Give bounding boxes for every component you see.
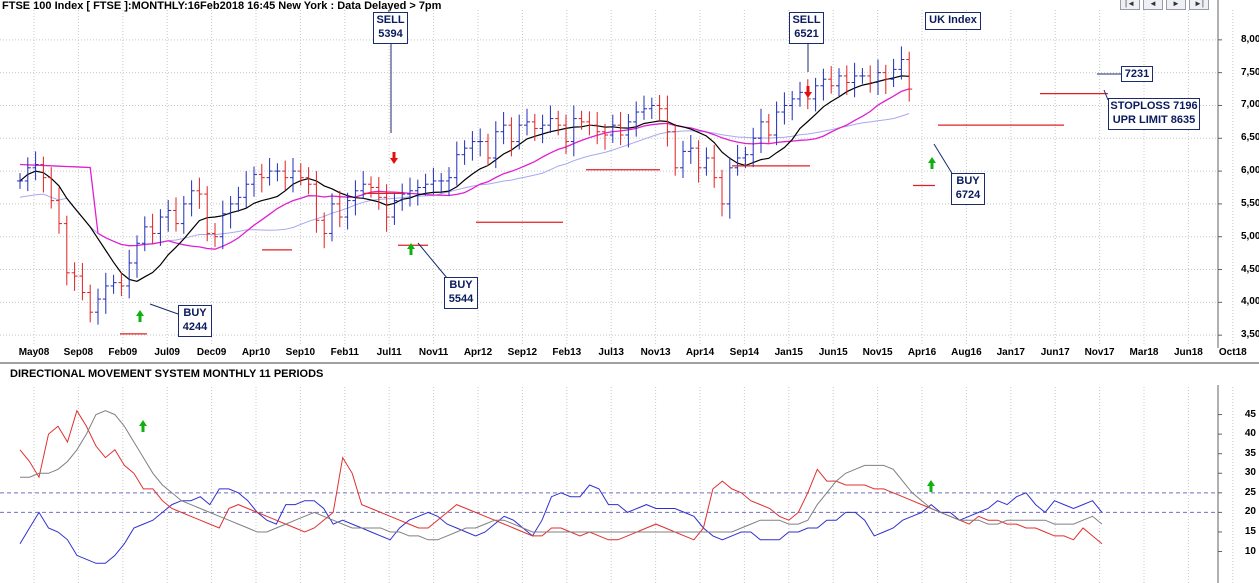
slow-moving-average — [19, 88, 910, 250]
sell-signal-value: 6521 — [794, 28, 819, 40]
x-tick-label: Nov17 — [1084, 347, 1115, 358]
x-tick-label: Jan15 — [774, 347, 803, 358]
indicator-y-tick-label: 25 — [1244, 486, 1256, 498]
x-tick-label: Sep12 — [507, 347, 538, 358]
buy-signal-value: 6724 — [955, 189, 981, 201]
x-tick-label: Nov11 — [418, 347, 449, 358]
buy-signal-value: 4244 — [182, 321, 208, 333]
buy-signal-label-1: BUY 4244 — [178, 305, 212, 337]
x-tick-label: Apr10 — [241, 347, 271, 358]
x-tick-label: Jun18 — [1173, 347, 1203, 358]
buy-signal-text: BUY — [956, 175, 980, 187]
fast-moving-average — [19, 75, 910, 282]
price-y-tick-label: 7,000 — [1240, 99, 1259, 111]
indicator-y-tick-label: 10 — [1244, 545, 1256, 557]
x-tick-label: Mar18 — [1129, 347, 1159, 358]
price-y-tick-label: 4,500 — [1240, 263, 1259, 275]
stoploss-value: STOPLOSS 7196 — [1110, 100, 1198, 112]
upper-limit-value: UPR LIMIT 8635 — [1112, 114, 1196, 126]
indicator-y-tick-label: 45 — [1244, 408, 1256, 420]
plus-di-line — [19, 484, 1103, 564]
x-tick-label: Jul11 — [376, 347, 402, 358]
first-page-button[interactable]: |◄ — [1120, 0, 1140, 10]
sell-signal-label-2: SELL 6521 — [789, 12, 824, 44]
sell-signal-label-1: SELL 5394 — [373, 12, 408, 44]
stoploss-label: STOPLOSS 7196 UPR LIMIT 8635 — [1108, 98, 1200, 130]
last-price-label: 7231 — [1121, 66, 1153, 82]
uk-index-label: UK Index — [925, 12, 981, 30]
x-tick-label: Jan17 — [996, 347, 1025, 358]
price-y-tick-label: 6,000 — [1240, 165, 1259, 177]
price-y-tick-label: 4,000 — [1240, 296, 1259, 308]
annotation-connector — [1103, 89, 1109, 101]
x-tick-label: Nov15 — [862, 347, 893, 358]
x-tick-label: Apr12 — [463, 347, 493, 358]
x-tick-label: Feb11 — [330, 347, 359, 358]
sell-arrow — [804, 86, 812, 98]
buy-signal-value: 5544 — [448, 293, 474, 305]
annotation-connector — [149, 303, 179, 315]
buy-signal-label-3: BUY 6724 — [951, 173, 985, 205]
price-y-tick-label: 6,500 — [1240, 132, 1259, 144]
x-tick-label: Oct18 — [1218, 347, 1247, 358]
x-tick-label: Dec09 — [196, 347, 227, 358]
price-y-tick-label: 7,500 — [1240, 66, 1259, 78]
annotation-connector — [933, 143, 954, 176]
adx-line — [20, 410, 1103, 541]
x-tick-label: Jun17 — [1040, 347, 1070, 358]
price-y-tick-label: 5,000 — [1240, 230, 1259, 242]
price-y-tick-label: 5,500 — [1240, 197, 1259, 209]
indicator-y-tick-label: 20 — [1244, 506, 1256, 518]
buy-signal-text: BUY — [449, 279, 473, 291]
previous-page-button[interactable]: ◄ — [1143, 0, 1163, 10]
price-y-tick-label: 3,500 — [1240, 329, 1259, 341]
x-tick-label: Nov13 — [640, 347, 671, 358]
x-tick-label: Jul09 — [154, 347, 180, 358]
sell-signal-text: SELL — [376, 14, 405, 26]
sell-arrow — [390, 152, 398, 164]
buy-signal-label-2: BUY 5544 — [444, 277, 478, 309]
minus-di-line — [19, 409, 1103, 545]
x-tick-label: Apr16 — [907, 347, 937, 358]
sell-signal-value: 5394 — [378, 28, 403, 40]
x-tick-label: May08 — [18, 347, 50, 358]
x-tick-label: Sep10 — [285, 347, 316, 358]
indicator-y-tick-label: 35 — [1244, 447, 1256, 459]
indicator-title: DIRECTIONAL MOVEMENT SYSTEM MONTHLY 11 P… — [10, 368, 324, 380]
x-tick-label: Apr14 — [685, 347, 715, 358]
price-y-tick-label: 8,000 — [1240, 33, 1259, 45]
indicator-y-tick-label: 15 — [1244, 525, 1256, 537]
buy-arrow — [139, 420, 147, 432]
buy-signal-text: BUY — [183, 307, 207, 319]
chart-title: FTSE 100 Index [ FTSE ]:MONTHLY:16Feb201… — [2, 0, 442, 12]
x-tick-label: Jun15 — [818, 347, 848, 358]
indicator-y-tick-label: 30 — [1244, 467, 1256, 479]
x-tick-label: Sep14 — [729, 347, 760, 358]
indicator-y-tick-label: 40 — [1244, 428, 1256, 440]
x-tick-label: Aug16 — [951, 347, 982, 358]
buy-arrow — [136, 310, 144, 322]
buy-arrow — [927, 480, 935, 492]
x-tick-label: Sep08 — [63, 347, 94, 358]
x-tick-label: Feb09 — [108, 347, 138, 358]
next-page-button[interactable]: ► — [1166, 0, 1186, 10]
buy-arrow — [407, 243, 415, 255]
sell-signal-text: SELL — [792, 14, 821, 26]
last-page-button[interactable]: ►| — [1189, 0, 1209, 10]
buy-arrow — [928, 157, 936, 169]
x-tick-label: Jul13 — [598, 347, 624, 358]
x-tick-label: Feb13 — [552, 347, 582, 358]
annotation-connector — [417, 242, 448, 279]
